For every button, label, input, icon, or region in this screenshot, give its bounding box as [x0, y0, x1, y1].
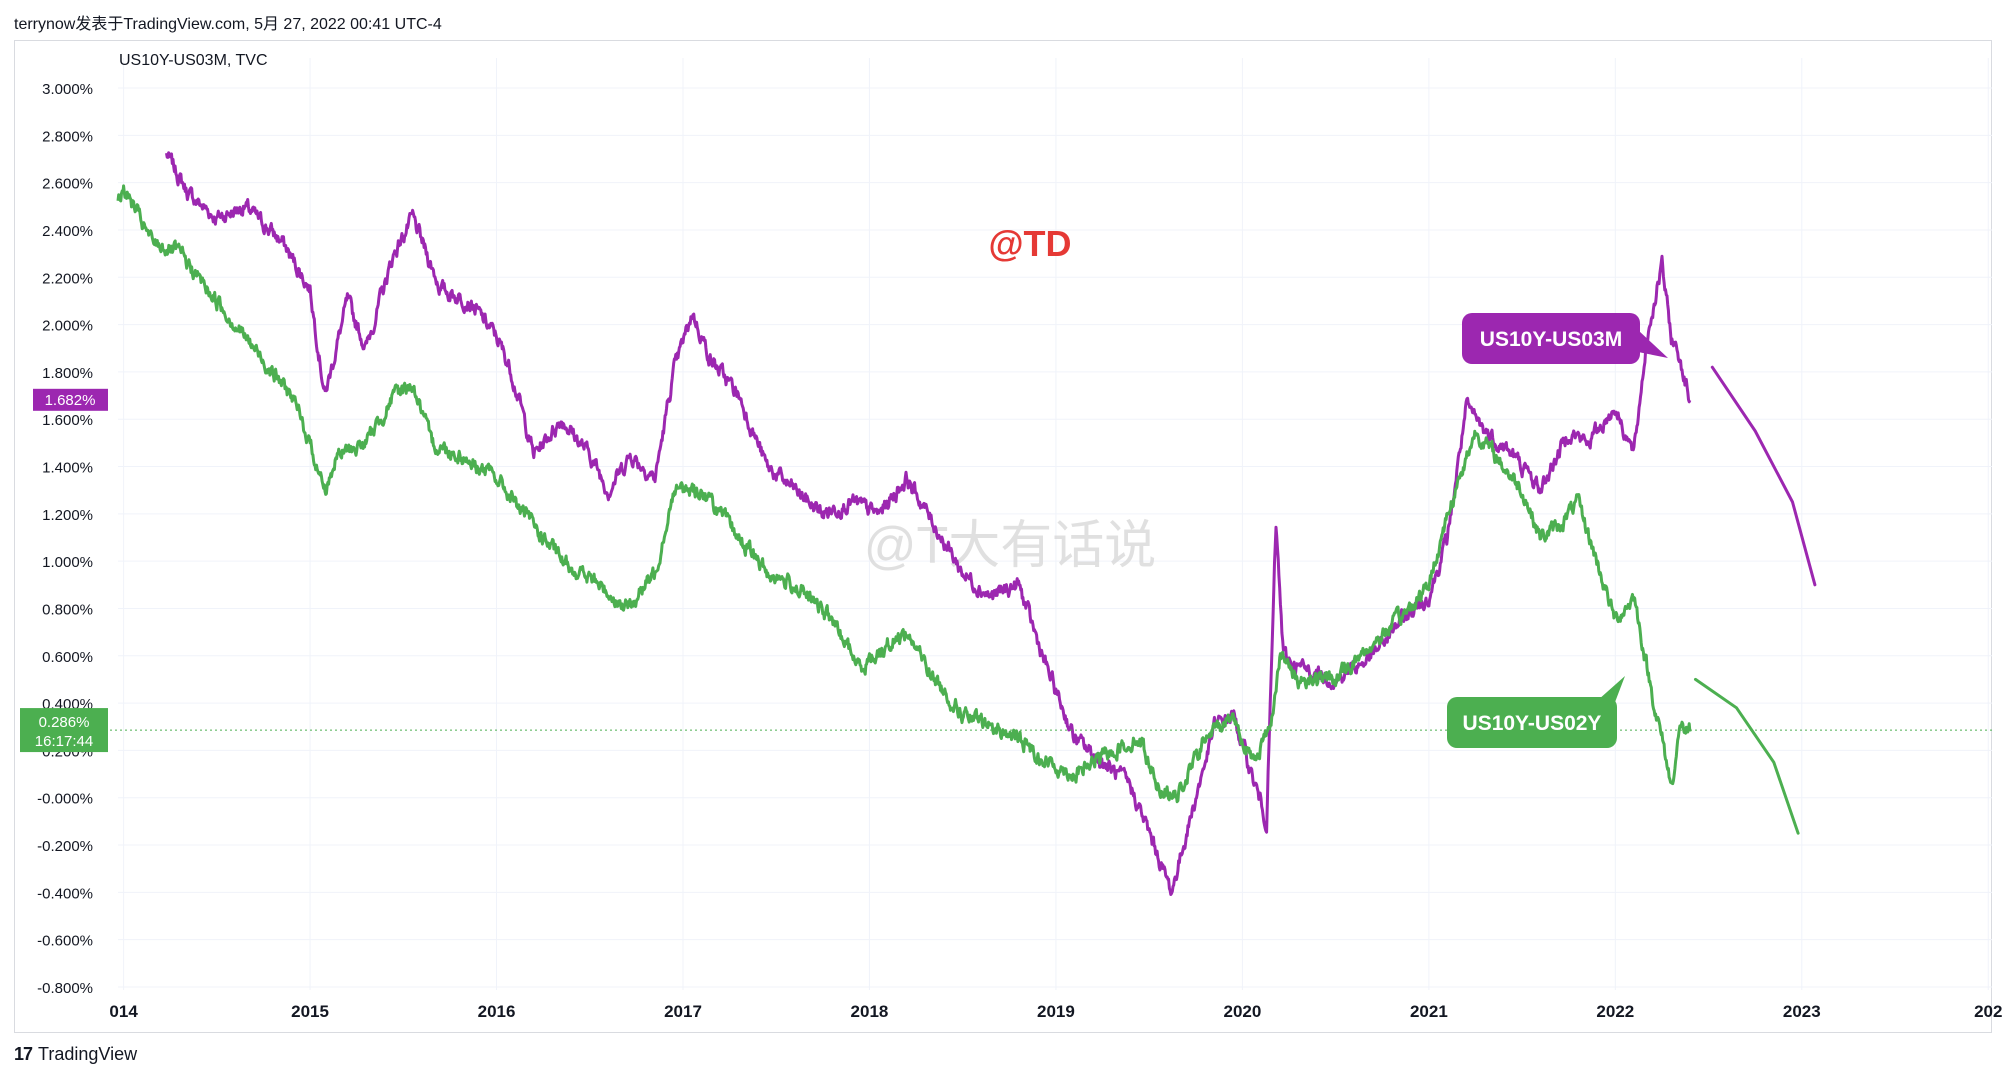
x-tick-label: 2016	[478, 1002, 516, 1021]
chart-attribution: terrynow发表于TradingView.com, 5月 27, 2022 …	[14, 16, 442, 33]
projection-arc-0	[1710, 365, 1817, 587]
y-tick-label: 2.800%	[42, 128, 93, 145]
y-tick-label: 2.600%	[42, 176, 93, 193]
footer: 17 TradingView	[14, 1044, 137, 1065]
symbol-label: US10Y-US03M, TVC	[119, 52, 268, 69]
callout-us02y	[1447, 697, 1617, 748]
watermark-layer: @TD @T大有话说	[864, 223, 1157, 575]
chart-grid	[118, 58, 1992, 990]
y-tick-label: -0.200%	[37, 838, 93, 855]
x-tick-label: 2020	[1223, 1002, 1261, 1021]
callout-text-us02y: US10Y-US02Y	[1463, 712, 1602, 735]
author-watermark: @TD	[988, 223, 1071, 264]
y-tick-label: -0.000%	[37, 791, 93, 808]
last-value-tag-us02y	[20, 708, 108, 753]
y-tick-label: -0.400%	[37, 885, 93, 902]
callout-us03m	[1462, 313, 1640, 364]
last-value-text-us03m: 1.682%	[45, 392, 96, 409]
weibo-watermark: @T大有话说	[864, 517, 1157, 575]
x-tick-label: 2015	[291, 1002, 329, 1021]
y-tick-label: -0.800%	[37, 980, 93, 997]
x-tick-label: 2021	[1410, 1002, 1448, 1021]
last-time-text-us02y: 16:17:44	[35, 733, 93, 750]
y-tick-label: 0.600%	[42, 649, 93, 666]
x-tick-label: 014	[109, 1002, 138, 1021]
y-tick-label: 1.600%	[42, 412, 93, 429]
y-tick-label: 2.000%	[42, 318, 93, 335]
tradingview-brand[interactable]: TradingView	[38, 1044, 138, 1064]
x-tick-label: 2022	[1596, 1002, 1634, 1021]
y-tick-label: 0.800%	[42, 601, 93, 618]
x-axis: 014 2015 2016 2017 2018 2019 2020 2021 2022 2023 2…	[109, 1002, 2002, 1021]
x-tick-label: 202	[1974, 1002, 2002, 1021]
annotation-layer: US10Y-US03M US10Y-US02Y	[1447, 313, 1817, 835]
x-tick-label: 2019	[1037, 1002, 1075, 1021]
x-tick-label: 2017	[664, 1002, 702, 1021]
x-tick-label: 2023	[1783, 1002, 1821, 1021]
series-layer	[110, 151, 1992, 896]
series-line-1	[116, 184, 1692, 804]
y-tick-label: 1.800%	[42, 365, 93, 382]
projection-arc-1	[1694, 677, 1800, 835]
chart-frame[interactable]	[14, 40, 1992, 1033]
last-value-text-us02y: 0.286%	[39, 714, 90, 731]
y-tick-label: 1.200%	[42, 507, 93, 524]
last-value-tag-us03m	[33, 388, 108, 411]
callout-text-us03m: US10Y-US03M	[1480, 328, 1622, 351]
y-axis: 3.000% 2.800% 2.600% 2.400% 2.200% 2.000% 1.80…	[20, 81, 108, 997]
y-tick-label: 1.000%	[42, 554, 93, 571]
y-tick-label: 2.400%	[42, 223, 93, 240]
y-tick-label: 3.000%	[42, 81, 93, 98]
tradingview-logo-icon: 17	[14, 1044, 33, 1064]
x-tick-label: 2018	[851, 1002, 889, 1021]
series-line-0	[165, 151, 1692, 896]
y-tick-label: -0.600%	[37, 933, 93, 950]
y-tick-label: 1.400%	[42, 460, 93, 477]
y-tick-label: 2.200%	[42, 270, 93, 287]
callout-tail-us02y	[1598, 676, 1625, 710]
callout-tail-us03m	[1638, 330, 1668, 358]
